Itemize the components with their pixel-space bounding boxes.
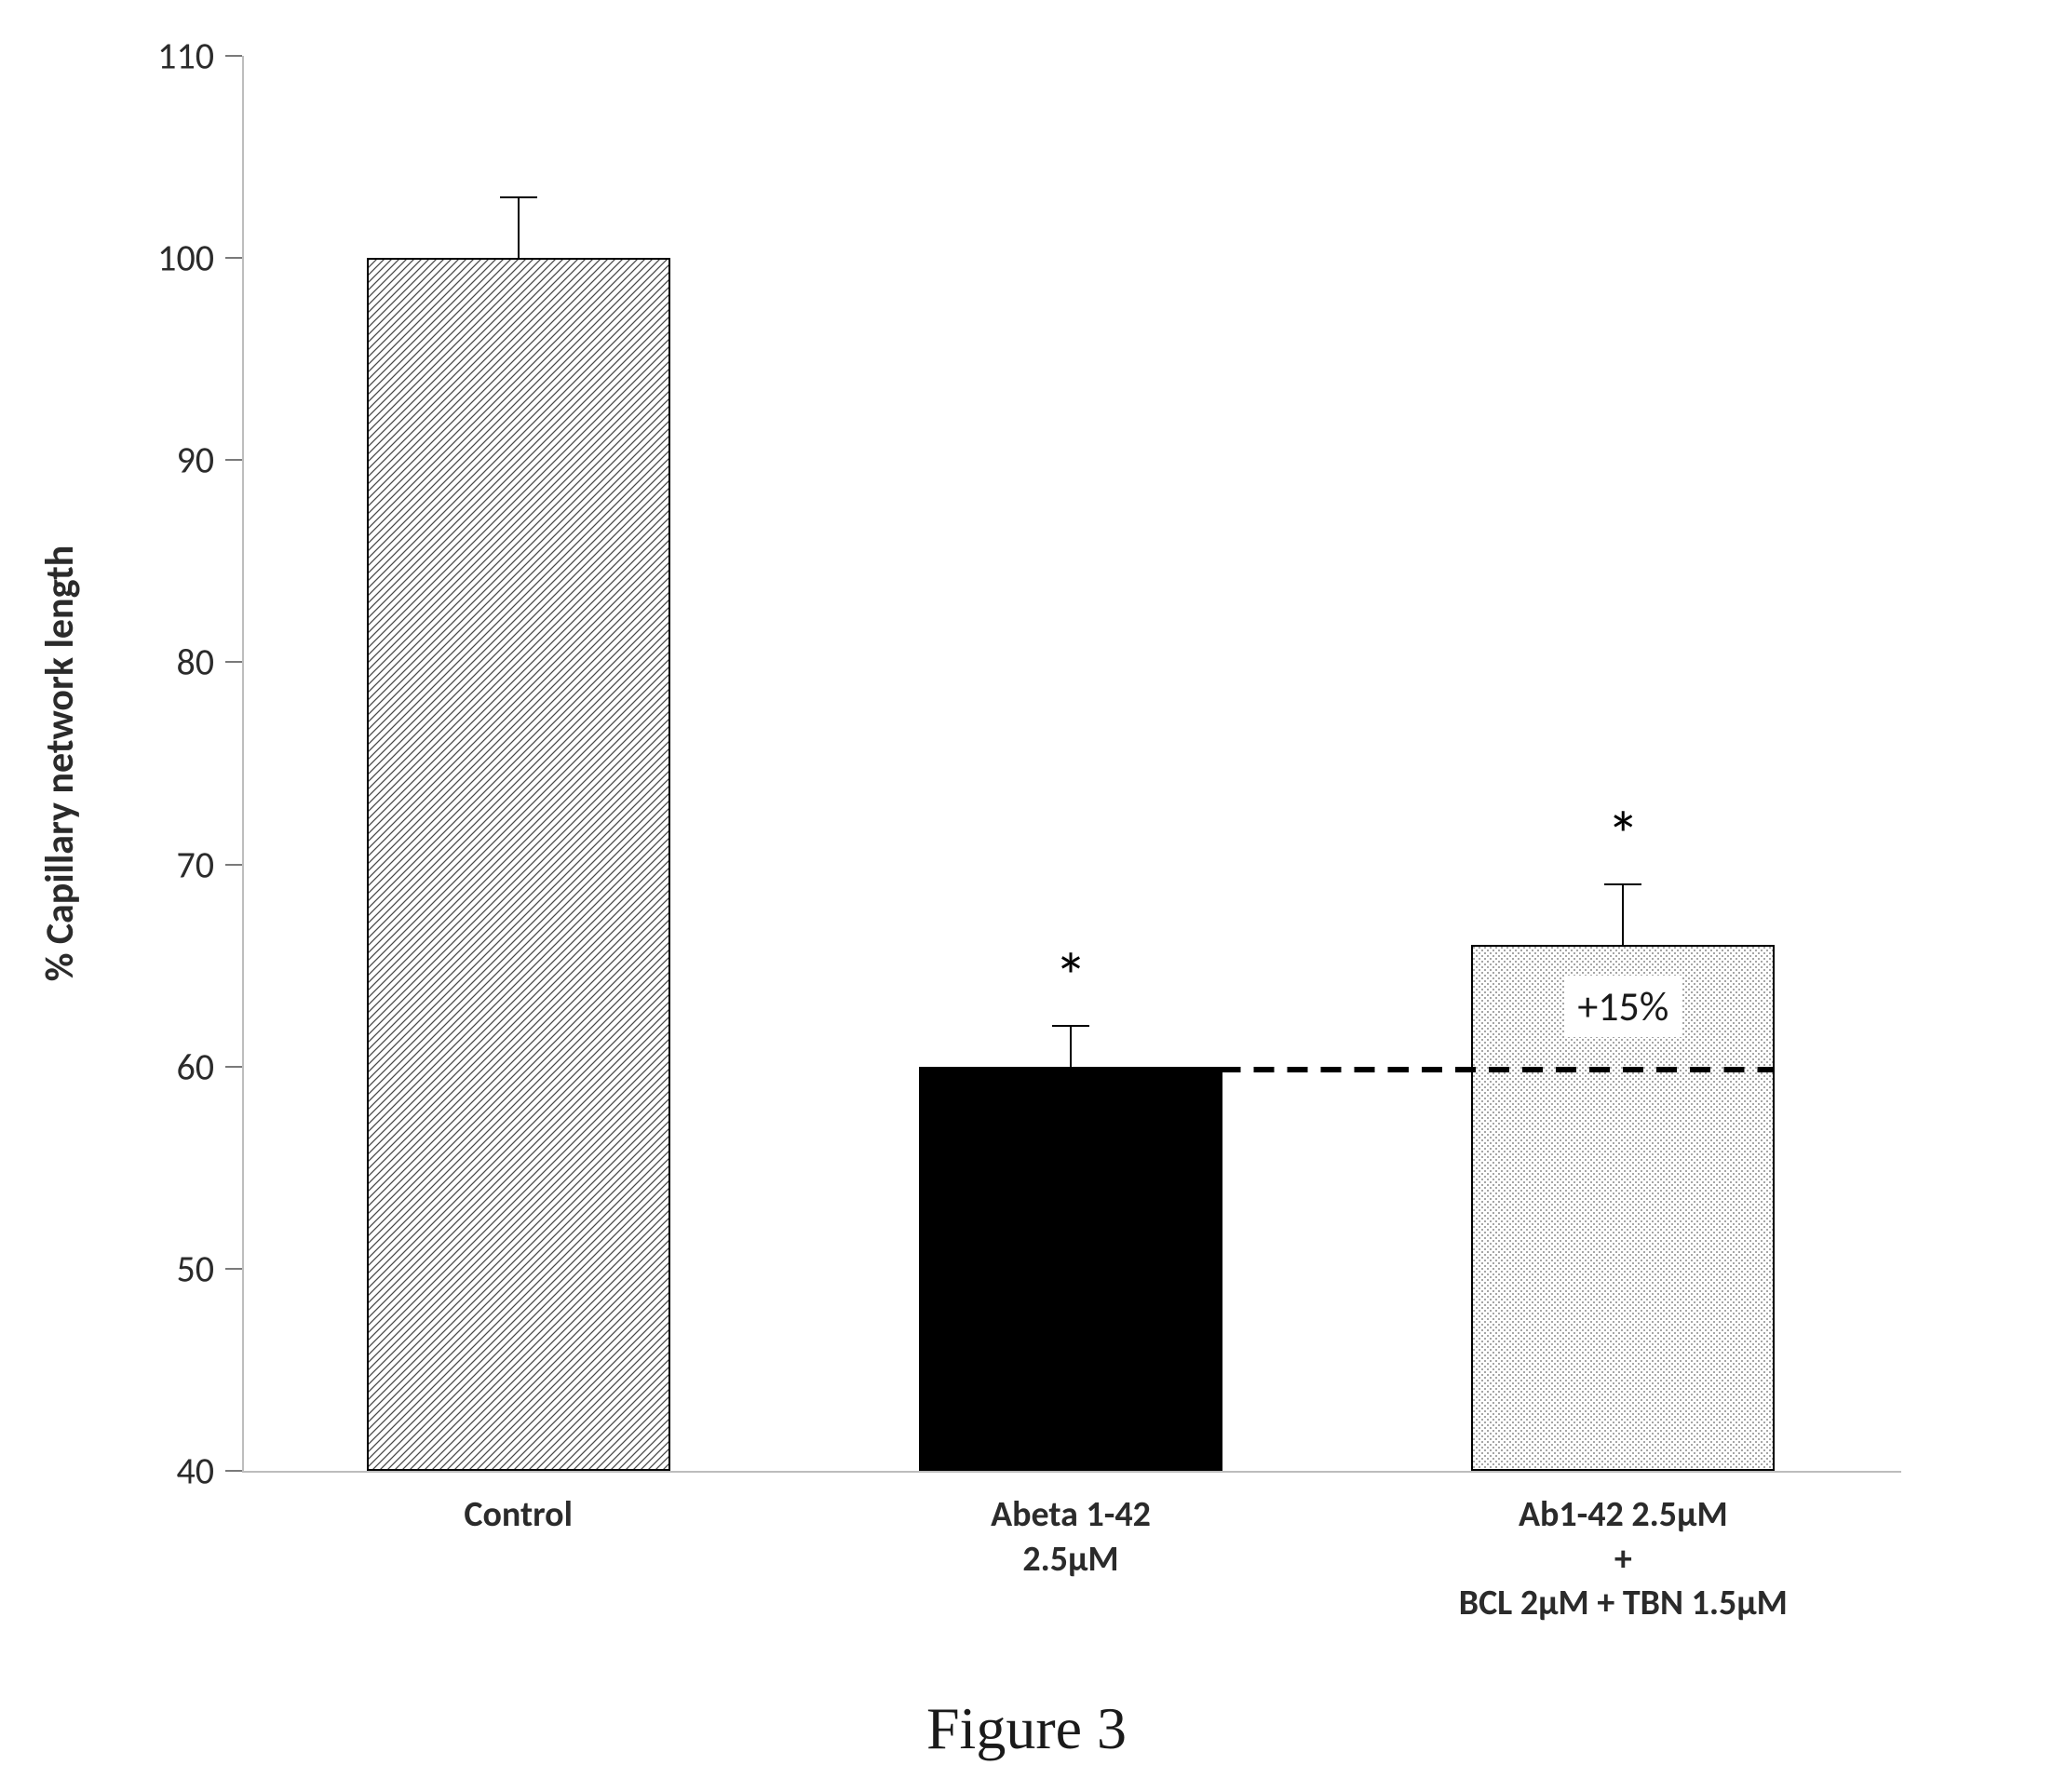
- ytick-label: 40: [0, 1448, 214, 1494]
- ytick-label: 60: [0, 1044, 214, 1089]
- error-bar-cap: [1052, 1025, 1089, 1027]
- ytick-label: 80: [0, 640, 214, 685]
- error-bar-cap: [500, 196, 537, 198]
- significance-marker: *: [1607, 795, 1640, 875]
- ytick-label: 70: [0, 842, 214, 887]
- ytick-mark: [225, 1470, 242, 1472]
- xtick-label: Control: [228, 1493, 808, 1538]
- page: % Capillary network length Figure 3 40 50…: [0, 0, 2053, 1792]
- reference-line: [919, 1067, 1776, 1072]
- ytick-label: 90: [0, 438, 214, 483]
- error-bar-cap: [1604, 883, 1641, 885]
- ytick-mark: [225, 661, 242, 663]
- error-bar: [1070, 1026, 1072, 1066]
- ytick-mark: [225, 257, 242, 259]
- ytick-label: 100: [0, 236, 214, 281]
- ytick-mark: [225, 864, 242, 866]
- ytick-mark: [225, 459, 242, 461]
- ytick-label: 110: [0, 34, 214, 79]
- y-axis-label: % Capillary network length: [36, 546, 84, 982]
- xtick-label: Ab1-42 2.5µM + BCL 2µM + TBN 1.5µM: [1333, 1493, 1913, 1626]
- error-bar: [518, 197, 520, 258]
- xtick-label: Abeta 1-42 2.5µM: [781, 1493, 1361, 1582]
- significance-marker: *: [1055, 936, 1087, 1017]
- error-bar: [1622, 884, 1624, 945]
- ytick-mark: [225, 55, 242, 57]
- ytick-mark: [225, 1268, 242, 1270]
- figure-caption: Figure 3: [0, 1694, 2053, 1763]
- ytick-mark: [225, 1066, 242, 1068]
- annotation: +15%: [1564, 976, 1682, 1037]
- bar: [367, 258, 670, 1471]
- bar: [919, 1067, 1222, 1471]
- ytick-label: 50: [0, 1246, 214, 1291]
